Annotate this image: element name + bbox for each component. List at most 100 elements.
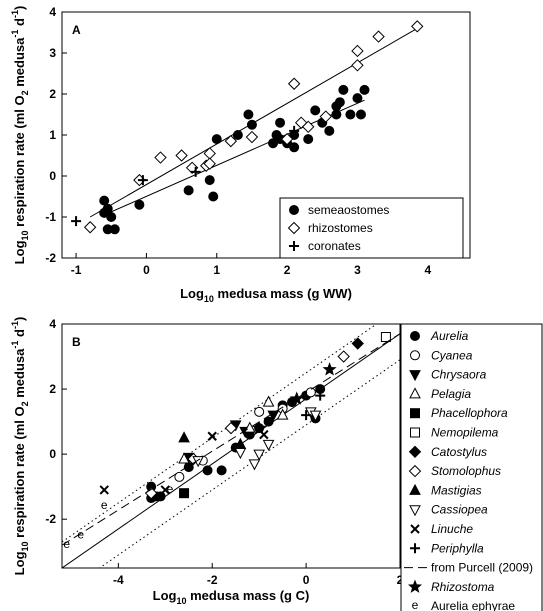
panel-label: B: [72, 335, 81, 349]
axis-title-part: 2: [20, 401, 30, 406]
legend-label: coronates: [308, 239, 361, 253]
marker: [216, 465, 227, 476]
plot-frame: [61, 323, 401, 569]
marker: [322, 362, 337, 376]
axis-title-part: -1: [10, 341, 20, 349]
axis-title-part: respiration rate (ml O: [12, 406, 27, 541]
reference-line: [62, 333, 400, 546]
legend-label: Cassiopea: [431, 503, 488, 517]
marker: [245, 130, 259, 144]
axis-title-part: medusa: [12, 37, 27, 91]
marker: [410, 543, 420, 554]
marker: e: [77, 527, 84, 541]
marker: [380, 332, 391, 343]
y-tick-label: 0: [49, 447, 56, 461]
marker: [263, 416, 274, 427]
legend-label: Nemopilema: [431, 426, 499, 440]
y-tick-label: -1: [45, 210, 56, 224]
marker: [334, 97, 345, 108]
x-tick-label: 2: [284, 263, 291, 277]
axis-title-part: Log: [180, 286, 204, 301]
marker: [243, 109, 254, 120]
marker: [83, 221, 97, 234]
marker: [254, 406, 265, 417]
y-tick-label: 0: [49, 169, 56, 183]
marker: [267, 410, 280, 422]
marker: [410, 427, 420, 438]
y-tick-label: -2: [45, 251, 56, 265]
y-tick-label: -2: [45, 512, 56, 526]
fit-line: [98, 359, 400, 568]
marker: [301, 410, 312, 421]
marker: [202, 465, 213, 476]
y-tick-label: 4: [49, 5, 56, 19]
axis-title: Log10 respiration rate (ml O2 medusa-1 d…: [10, 317, 30, 576]
x-tick-label: 3: [354, 263, 361, 277]
x-tick-label: -2: [207, 573, 218, 587]
marker: [301, 120, 315, 134]
marker: [355, 109, 366, 120]
marker: e: [63, 537, 70, 551]
axis-title-part: Log: [12, 240, 27, 264]
marker: [160, 485, 170, 495]
axis-title-part: ): [12, 6, 27, 10]
legend-label: Aurelia: [430, 329, 469, 343]
marker: [248, 459, 261, 471]
y-tick-label: 2: [49, 382, 56, 396]
marker: [351, 59, 364, 72]
marker: [211, 134, 222, 145]
marker: [411, 20, 424, 33]
marker: [352, 93, 363, 104]
axis-title-part: 10: [176, 596, 186, 606]
marker: [359, 84, 370, 95]
marker: [246, 119, 257, 130]
axis-title-part: 10: [20, 541, 30, 551]
marker: [155, 491, 166, 502]
legend-marker: [289, 241, 299, 251]
y-tick-label: 3: [49, 46, 56, 60]
marker: [409, 370, 421, 382]
marker: [309, 410, 322, 422]
marker: [351, 44, 364, 58]
marker: [372, 30, 385, 43]
x-tick-label: -1: [71, 263, 82, 277]
panel-label: A: [72, 23, 81, 37]
marker: [310, 105, 321, 116]
marker: [262, 439, 275, 451]
marker: [280, 132, 294, 146]
marker: [232, 130, 243, 140]
fit-line: [62, 333, 400, 568]
marker: [252, 420, 267, 435]
x-tick-label: -4: [113, 573, 124, 587]
legend-label: Catostylus: [431, 445, 487, 459]
legend-label: rhizostomes: [308, 221, 373, 235]
marker: [208, 191, 219, 202]
marker: e: [167, 482, 174, 496]
axis-title-part: Log: [12, 551, 27, 575]
legend-label: from Purcell (2009): [431, 561, 533, 575]
legend-label: semeaostomes: [308, 203, 389, 217]
axis-title-part: 10: [204, 294, 214, 304]
marker: [183, 462, 194, 473]
marker: [287, 77, 301, 90]
axis-title-part: medusa mass (g C): [187, 588, 310, 603]
legend-label: Chrysaora: [431, 368, 487, 382]
legend-label: Rhizostoma: [431, 580, 495, 594]
plot-area: [71, 20, 424, 235]
marker: [410, 408, 420, 419]
marker: [137, 175, 148, 186]
marker: [190, 166, 201, 177]
x-tick-label: 4: [424, 263, 431, 277]
marker: [409, 387, 421, 399]
axis-title-part: ): [12, 317, 27, 321]
axis-title: Log10 medusa mass (g C): [153, 588, 310, 606]
marker: [408, 445, 422, 459]
x-tick-label: 0: [303, 573, 310, 587]
marker: [224, 134, 238, 148]
marker: [178, 452, 190, 464]
legend-marker: e: [412, 598, 419, 611]
marker: [275, 117, 286, 128]
